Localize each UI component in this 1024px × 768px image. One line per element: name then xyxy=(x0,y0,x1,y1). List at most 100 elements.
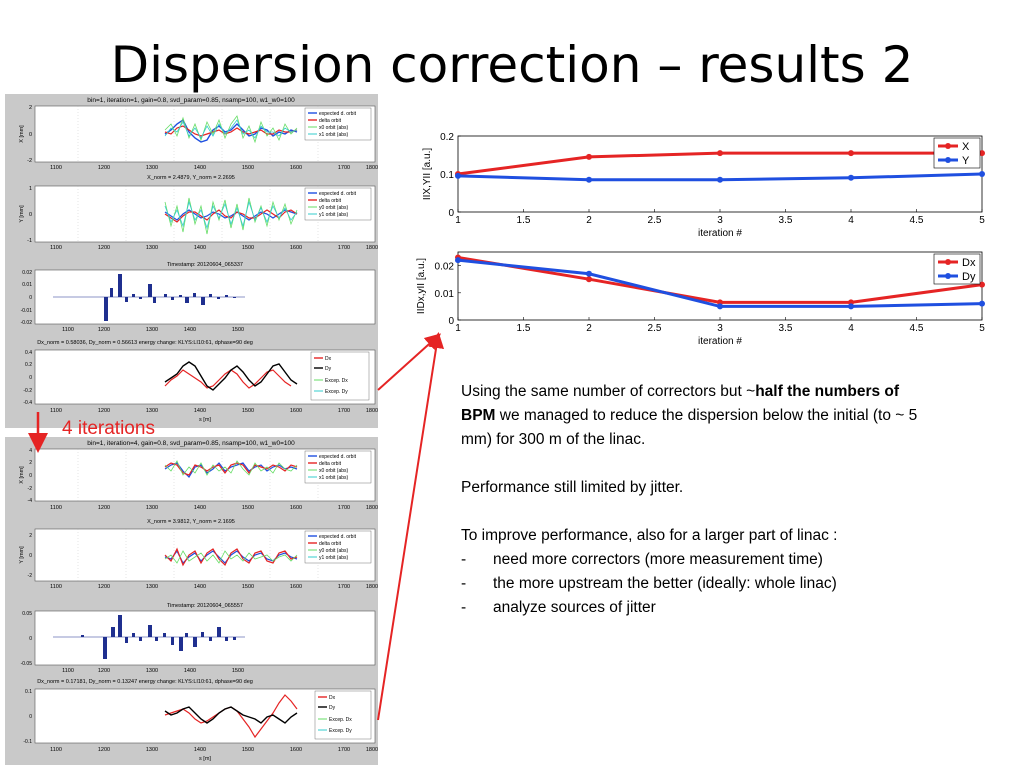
corrector-bars xyxy=(81,615,236,659)
ytick: -1 xyxy=(27,238,32,244)
legend-marker xyxy=(945,273,951,279)
x-tick-label: 1 xyxy=(455,323,461,334)
legend-entry: expected d. orbit xyxy=(319,191,357,197)
figure-header: bin=1, iteration=1, gain=0.8, svd_param=… xyxy=(87,97,295,104)
ytick: 0.1 xyxy=(25,689,32,695)
svg-text:1700: 1700 xyxy=(338,505,350,511)
legend-entry: Dy xyxy=(329,705,336,711)
legend-marker xyxy=(945,143,951,149)
svg-text:1200: 1200 xyxy=(98,327,110,333)
ytick: -0.05 xyxy=(21,661,33,667)
legend-entry: y0 orbit (abs) xyxy=(319,205,349,211)
legend-entry: y1 orbit (abs) xyxy=(319,212,349,218)
dnorm-line: Dx_norm = 0.17181, Dy_norm = 0.13247 ene… xyxy=(37,679,253,685)
ytick: 0 xyxy=(29,636,32,642)
legend-entry: Excep. Dx xyxy=(325,378,348,384)
ytick: 1 xyxy=(29,186,32,192)
svg-text:1600: 1600 xyxy=(290,505,302,511)
svg-text:1500: 1500 xyxy=(232,327,244,333)
ylabel: Y [mm] xyxy=(19,205,25,223)
svg-text:1300: 1300 xyxy=(146,165,158,171)
series-dy xyxy=(164,706,298,724)
ytick: 0 xyxy=(29,295,32,301)
x-tick-label: 5 xyxy=(979,215,985,226)
x-axis-label: iteration # xyxy=(698,228,742,239)
p1-prefix: Using the same number of correctors but … xyxy=(461,383,756,400)
bullet-marker: - xyxy=(461,575,467,592)
y-tick-label: 0 xyxy=(448,316,454,327)
svg-text:1800: 1800 xyxy=(366,245,378,251)
ytick: 0.2 xyxy=(25,362,32,368)
y-tick-label: 0.01 xyxy=(435,289,455,300)
ytick: 4 xyxy=(29,448,32,454)
legend-entry: x1 orbit (abs) xyxy=(319,132,349,138)
svg-text:1800: 1800 xyxy=(366,408,378,414)
legend-marker xyxy=(945,157,951,163)
bullet-text: need more correctors (more measurement t… xyxy=(493,551,823,568)
ylabel: Y [mm] xyxy=(19,546,25,564)
legend xyxy=(314,690,372,740)
x-tick-label: 1.5 xyxy=(517,323,531,334)
plot-area xyxy=(457,135,983,213)
legend-box xyxy=(933,253,981,285)
svg-text:1200: 1200 xyxy=(98,408,110,414)
ylabel: X [mm] xyxy=(19,466,25,484)
x-tick-label: 2.5 xyxy=(648,215,662,226)
legend-entry: Excep. Dx xyxy=(329,717,352,723)
x-tick-label: 4 xyxy=(848,323,854,334)
bullet-item: - analyze sources of jitter xyxy=(461,596,931,620)
legend-entry: delta orbit xyxy=(319,118,342,124)
svg-text:1700: 1700 xyxy=(338,747,350,753)
svg-text:1600: 1600 xyxy=(290,747,302,753)
norm-line: X_norm = 3.9812, Y_norm = 2.1695 xyxy=(147,519,235,525)
svg-text:1800: 1800 xyxy=(366,584,378,590)
chart-dx-dy-norm: 1 1.5 2 2.5 3 3.5 4 4.5 5 0 0.01 0.02 iteration # IID… xyxy=(412,248,993,354)
xaxis-ticks: 1100 1200 1300 1400 1500 1600 1700 1800 xyxy=(50,408,378,414)
plot-area xyxy=(457,251,983,321)
legend-entry: x0 orbit (abs) xyxy=(319,125,349,131)
legend-entry: Dx xyxy=(325,356,332,362)
ytick: -0.01 xyxy=(21,308,33,314)
svg-text:1200: 1200 xyxy=(98,584,110,590)
ytick: 0.01 xyxy=(22,282,32,288)
y-tick-label: 0 xyxy=(448,208,454,219)
svg-text:1300: 1300 xyxy=(146,505,158,511)
svg-text:1400: 1400 xyxy=(194,165,206,171)
data-point-x xyxy=(848,150,854,157)
x-tick-label: 2 xyxy=(586,323,592,334)
svg-text:1500: 1500 xyxy=(242,408,254,414)
x-tick-label: 1 xyxy=(455,215,461,226)
data-point-dx xyxy=(586,276,592,283)
paragraph-2: Performance still limited by jitter. xyxy=(461,479,684,496)
legend-entry: Excep. Dy xyxy=(329,728,352,734)
xlabel: s [m] xyxy=(199,756,211,762)
svg-text:1100: 1100 xyxy=(50,747,62,753)
svg-text:1400: 1400 xyxy=(194,747,206,753)
ytick: -4 xyxy=(28,498,33,504)
xaxis-ticks: 1100 1200 1300 1400 1500 1600 1700 1800 xyxy=(50,245,378,251)
x-tick-label: 3 xyxy=(717,323,723,334)
svg-text:1100: 1100 xyxy=(50,245,62,251)
svg-text:1500: 1500 xyxy=(242,584,254,590)
ytick: 0 xyxy=(29,132,32,138)
svg-text:1200: 1200 xyxy=(98,245,110,251)
legend-entry: expected d. orbit xyxy=(319,534,357,540)
ytick: -0.2 xyxy=(23,388,32,394)
svg-text:1400: 1400 xyxy=(184,668,196,674)
svg-text:1200: 1200 xyxy=(98,165,110,171)
ytick: -2 xyxy=(27,158,32,164)
legend-label: Dx xyxy=(962,257,976,269)
legend-entry: x1 orbit (abs) xyxy=(319,475,349,481)
bullet-marker: - xyxy=(461,599,467,616)
norm-line: X_norm = 2.4879, Y_norm = 2.2695 xyxy=(147,175,235,181)
data-point-dy xyxy=(848,303,854,310)
xaxis-ticks: 1100 1200 1300 1400 1500 xyxy=(62,327,244,333)
y-axis-label: IIX,YII [a.u.] xyxy=(422,148,433,200)
series-x1 xyxy=(164,119,298,139)
figure-header: bin=1, iteration=4, gain=0.8, svd_param=… xyxy=(87,440,295,447)
x-tick-label: 2 xyxy=(586,215,592,226)
svg-text:1700: 1700 xyxy=(338,584,350,590)
series-delta xyxy=(164,462,298,476)
legend-label: X xyxy=(962,141,970,153)
paragraph-1: Using the same number of correctors but … xyxy=(461,380,931,452)
